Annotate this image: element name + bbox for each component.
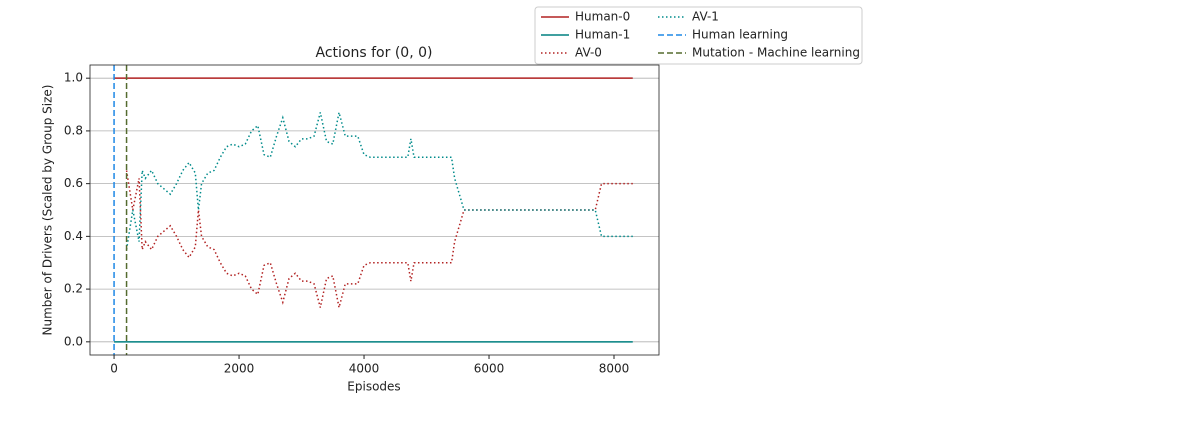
x-tick-label: 4000 — [349, 362, 380, 376]
legend-label: Human-1 — [575, 28, 630, 42]
y-tick-label: 0.8 — [64, 123, 83, 137]
x-axis-label: Episodes — [347, 380, 400, 394]
legend-box — [534, 6, 863, 65]
y-tick-label: 0.6 — [64, 176, 83, 190]
legend-label: AV-1 — [692, 10, 719, 24]
x-tick-label: 6000 — [474, 362, 505, 376]
x-tick-label: 8000 — [599, 362, 630, 376]
legend-label: Mutation - Machine learning — [692, 46, 860, 60]
plot-frame — [89, 64, 660, 356]
y-tick-label: 1.0 — [64, 71, 83, 85]
y-axis-label: Number of Drivers (Scaled by Group Size) — [41, 85, 55, 336]
legend-label: AV-0 — [575, 46, 602, 60]
data-line — [125, 170, 633, 308]
x-tick-label: 0 — [110, 362, 118, 376]
y-tick-label: 0.2 — [64, 282, 83, 296]
legend-label: Human learning — [692, 28, 788, 42]
legend-label: Human-0 — [575, 10, 630, 24]
y-tick-label: 0.0 — [64, 334, 83, 348]
x-tick-label: 2000 — [224, 362, 255, 376]
chart-title: Actions for (0, 0) — [316, 45, 433, 61]
data-line — [125, 112, 633, 250]
y-tick-label: 0.4 — [64, 229, 83, 243]
